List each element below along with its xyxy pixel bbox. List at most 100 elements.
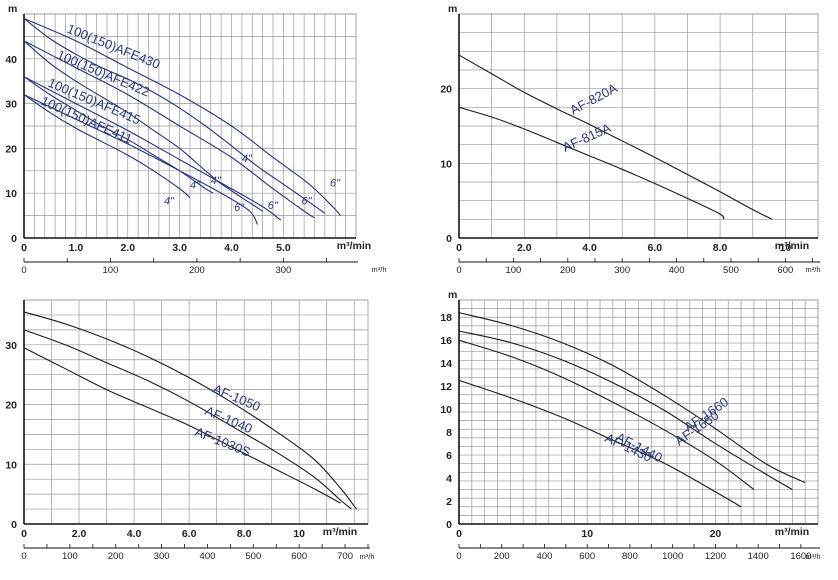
size-label: 6" bbox=[302, 195, 313, 207]
secondary-tick-label: 200 bbox=[494, 551, 510, 562]
y-tick-label: 4 bbox=[446, 473, 452, 485]
x-axis-label: m³/min bbox=[323, 526, 357, 538]
secondary-x-axis: 0 100 200 300 400 500 600 m³/h bbox=[456, 258, 821, 276]
secondary-tick-label: 500 bbox=[245, 551, 261, 562]
y-tick-label: 40 bbox=[5, 54, 17, 66]
size-label: 4" bbox=[242, 153, 253, 165]
series-curve-2 bbox=[23, 40, 219, 183]
secondary-tick-label: 1000 bbox=[662, 551, 683, 562]
secondary-tick-label: 300 bbox=[154, 551, 170, 562]
chart-panel-1: 0 10 20 30 40 0 1.0 2.0 3.0 4.0 5.0 m m³/min 0 100 200 3… bbox=[5, 3, 386, 276]
secondary-tick-label: 0 bbox=[21, 265, 26, 276]
x-tick-label: 4.0 bbox=[127, 528, 142, 540]
x-tick-label: 4.0 bbox=[224, 242, 239, 254]
y-tick-label: 10 bbox=[5, 188, 17, 200]
x-tick-label: 3.0 bbox=[172, 242, 187, 254]
secondary-tick-label: 400 bbox=[669, 265, 685, 276]
series-curve-3 bbox=[458, 339, 755, 490]
y-tick-label: 10 bbox=[440, 158, 452, 170]
series-label: AF-820A bbox=[567, 80, 620, 117]
y-tick-label: 10 bbox=[440, 404, 452, 416]
secondary-tick-label: 600 bbox=[777, 265, 793, 276]
x-tick-label: 10 bbox=[780, 242, 792, 254]
secondary-axis-label: m³/h bbox=[806, 552, 821, 561]
x-tick-label: 8.0 bbox=[713, 242, 728, 254]
x-axis-label: m³/min bbox=[775, 526, 809, 538]
curve-variant-2 bbox=[218, 181, 263, 212]
x-tick-label: 2.0 bbox=[517, 242, 532, 254]
secondary-tick-label: 400 bbox=[537, 551, 553, 562]
y-tick-label: 12 bbox=[440, 381, 452, 393]
secondary-tick-label: 100 bbox=[103, 265, 119, 276]
x-tick-label: 4.0 bbox=[582, 242, 597, 254]
series-curve-1 bbox=[458, 54, 773, 220]
series-curve-4 bbox=[458, 379, 742, 508]
y-tick-label: 30 bbox=[5, 99, 17, 111]
secondary-tick-label: 300 bbox=[275, 265, 291, 276]
y-axis-label: m bbox=[8, 3, 17, 15]
y-tick-label: 6 bbox=[446, 450, 452, 462]
y-tick-label: 20 bbox=[5, 143, 17, 155]
series-curve-1 bbox=[23, 311, 358, 510]
y-tick-label: 8 bbox=[446, 427, 452, 439]
secondary-tick-label: 0 bbox=[456, 551, 461, 562]
series-curve-2 bbox=[23, 329, 352, 510]
secondary-tick-label: 0 bbox=[456, 265, 461, 276]
y-axis-label: m bbox=[448, 289, 457, 301]
secondary-tick-label: 1600 bbox=[790, 551, 811, 562]
series-label: AF-815A bbox=[560, 120, 613, 155]
x-tick-label: 5.0 bbox=[276, 242, 291, 254]
y-tick-label: 14 bbox=[440, 358, 452, 370]
x-tick-label: 0 bbox=[456, 528, 462, 540]
x-axis-label: m³/min bbox=[775, 240, 809, 252]
curve-variant-1 bbox=[225, 141, 326, 214]
secondary-tick-label: 700 bbox=[337, 551, 353, 562]
secondary-tick-label: 300 bbox=[614, 265, 630, 276]
secondary-tick-label: 400 bbox=[200, 551, 216, 562]
y-tick-label: 10 bbox=[5, 459, 17, 471]
y-tick-label: 2 bbox=[446, 496, 452, 508]
x-tick-label: 2.0 bbox=[120, 242, 135, 254]
secondary-tick-label: 500 bbox=[723, 265, 739, 276]
x-tick-label: 0 bbox=[21, 242, 27, 254]
series-curve-2 bbox=[458, 330, 793, 491]
y-tick-label: 30 bbox=[5, 340, 17, 352]
curve-variant-4 bbox=[23, 40, 315, 219]
y-tick-label: 18 bbox=[440, 312, 452, 324]
series-curve-3 bbox=[23, 347, 341, 504]
series-curve-1 bbox=[458, 312, 806, 484]
series-curve-2 bbox=[458, 106, 725, 220]
secondary-tick-label: 100 bbox=[62, 551, 78, 562]
x-tick-label: 2.0 bbox=[72, 528, 87, 540]
grid bbox=[458, 299, 819, 525]
x-tick-label: 10 bbox=[293, 528, 305, 540]
secondary-tick-label: 200 bbox=[108, 551, 124, 562]
curve-variant-6 bbox=[23, 94, 258, 225]
x-tick-label: 0 bbox=[21, 528, 27, 540]
secondary-axis-label: m³/h bbox=[806, 265, 821, 274]
size-label: 4" bbox=[190, 180, 201, 192]
size-label: 6" bbox=[330, 177, 341, 189]
y-tick-label: 20 bbox=[5, 400, 17, 412]
secondary-x-axis: 0 100 200 300 m³/h bbox=[21, 258, 387, 276]
x-tick-label: 6.0 bbox=[648, 242, 663, 254]
y-tick-label: 0 bbox=[11, 233, 17, 245]
secondary-axis-label: m³/h bbox=[372, 265, 387, 274]
x-tick-label: 1.0 bbox=[69, 242, 84, 254]
grid bbox=[458, 13, 819, 239]
series-curve-4 bbox=[23, 94, 191, 199]
y-tick-label: 16 bbox=[440, 335, 452, 347]
secondary-tick-label: 800 bbox=[622, 551, 638, 562]
x-tick-label: 0 bbox=[456, 242, 462, 254]
secondary-tick-label: 100 bbox=[505, 265, 521, 276]
secondary-tick-label: 0 bbox=[21, 551, 26, 562]
y-tick-label: 20 bbox=[440, 84, 452, 96]
size-label: 4" bbox=[211, 175, 222, 187]
size-label: 4" bbox=[164, 195, 175, 207]
secondary-tick-label: 200 bbox=[189, 265, 205, 276]
secondary-tick-label: 1400 bbox=[748, 551, 769, 562]
curve-variant-5 bbox=[23, 76, 282, 221]
